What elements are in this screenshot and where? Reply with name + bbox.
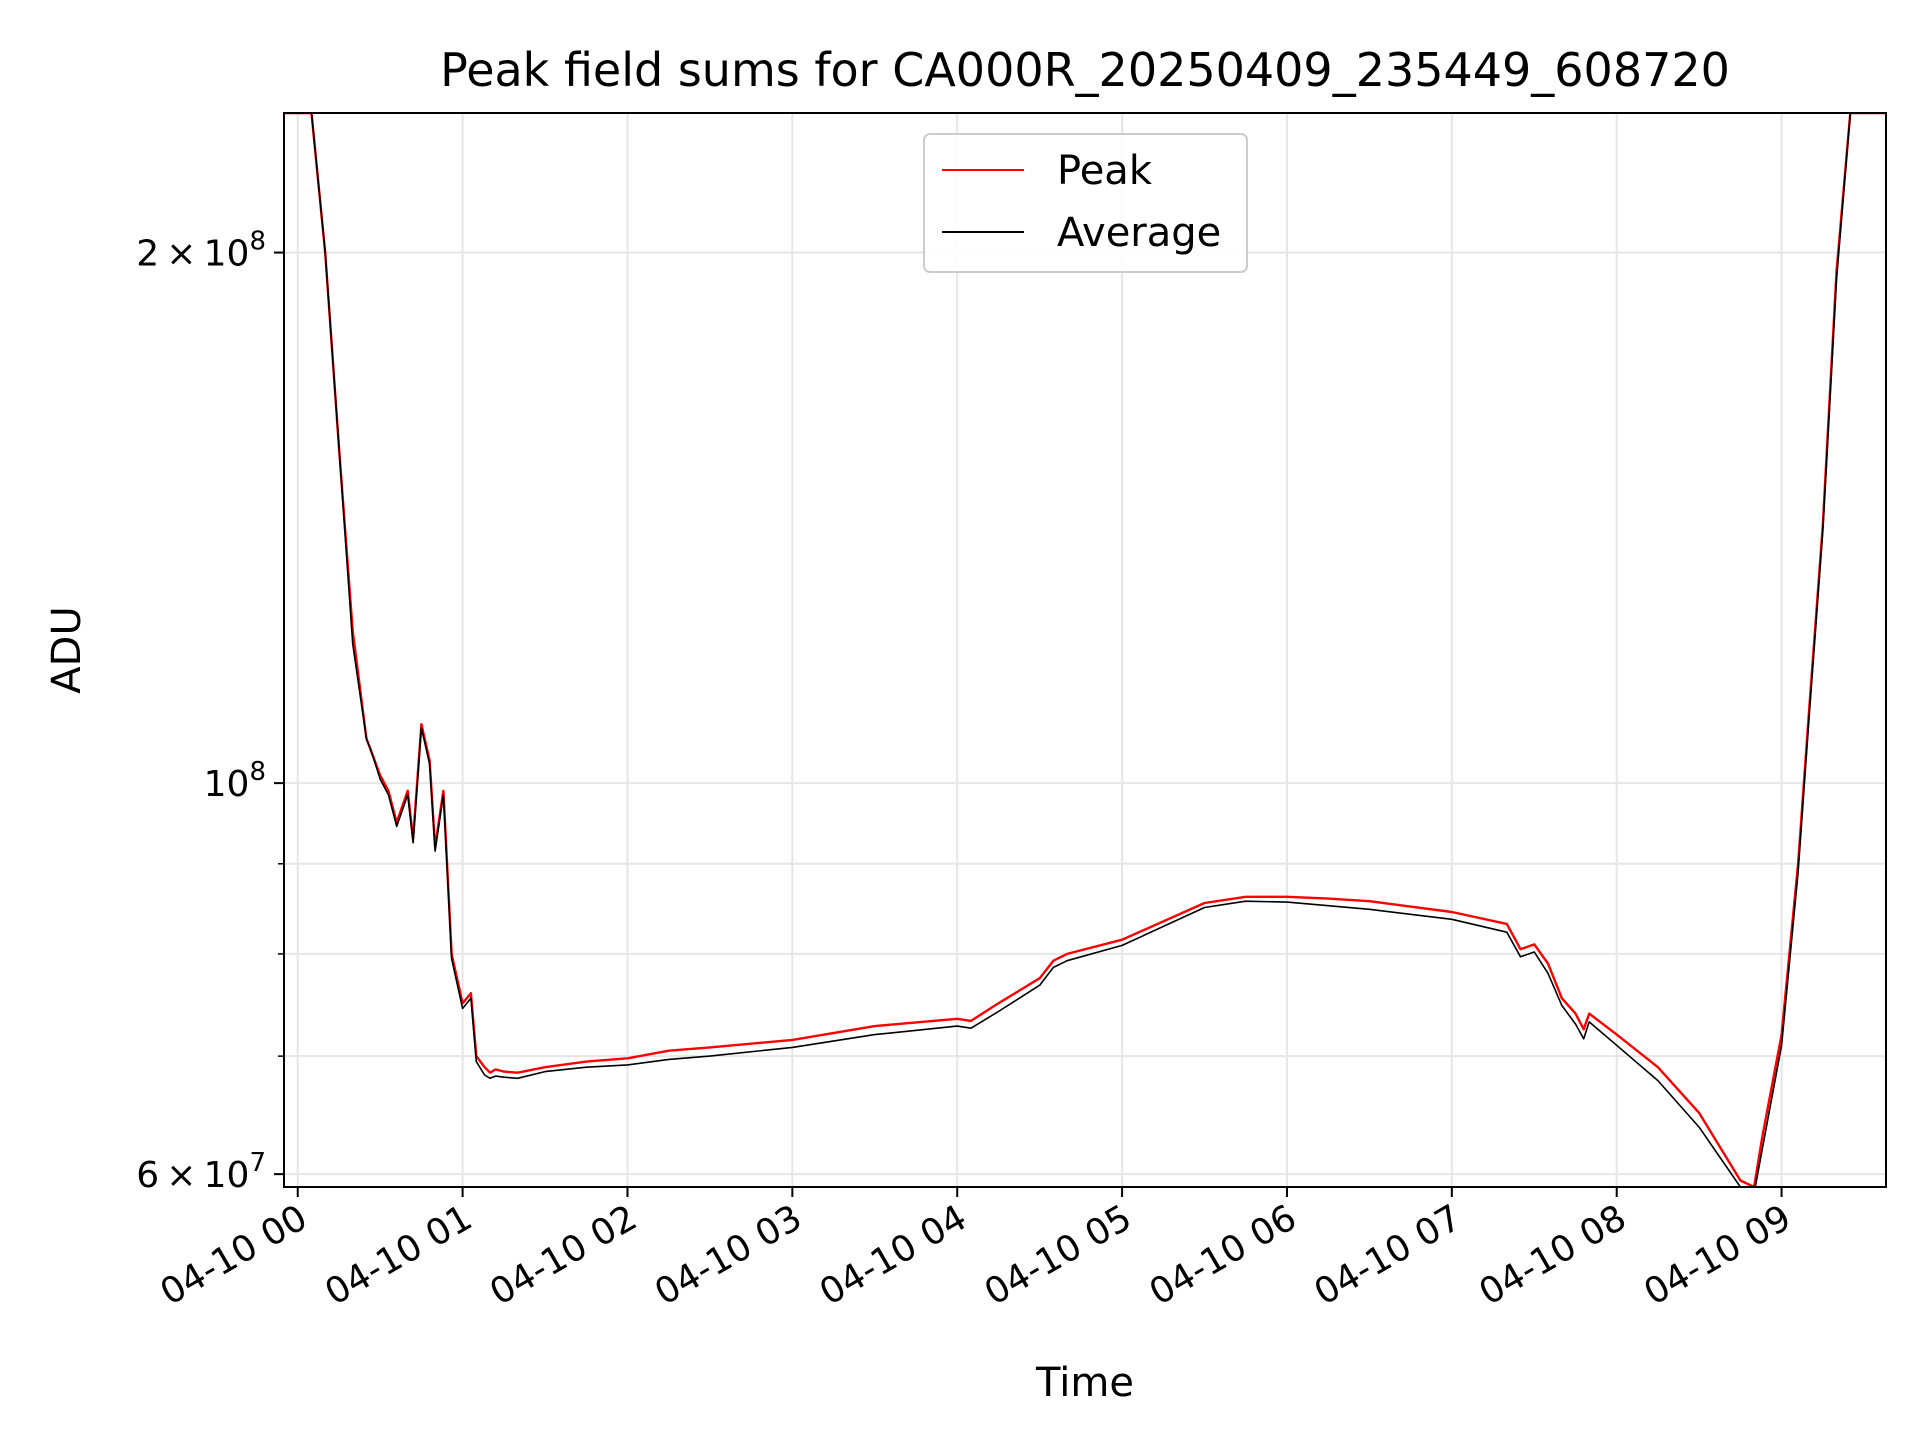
x-axis-label: Time xyxy=(1035,1360,1134,1406)
chart-title: Peak field sums for CA000R_20250409_2354… xyxy=(440,43,1730,97)
series-layer xyxy=(284,113,1886,1187)
plot-frame xyxy=(283,112,1887,1188)
legend-label-average: Average xyxy=(1057,210,1221,256)
series-line-average xyxy=(284,113,1886,1187)
legend-box xyxy=(923,133,1248,273)
legend: Peak Average xyxy=(923,133,1248,273)
y-axis-ticks: 6 × 107 108 2 × 108 xyxy=(136,227,284,1196)
y-tick-label: 6 × 107 xyxy=(136,1148,266,1196)
grid xyxy=(284,113,1886,1187)
legend-label-peak: Peak xyxy=(1057,148,1153,194)
y-tick-label: 108 xyxy=(204,757,266,805)
y-axis-label: ADU xyxy=(44,606,90,693)
y-tick-label: 2 × 108 xyxy=(136,227,266,275)
